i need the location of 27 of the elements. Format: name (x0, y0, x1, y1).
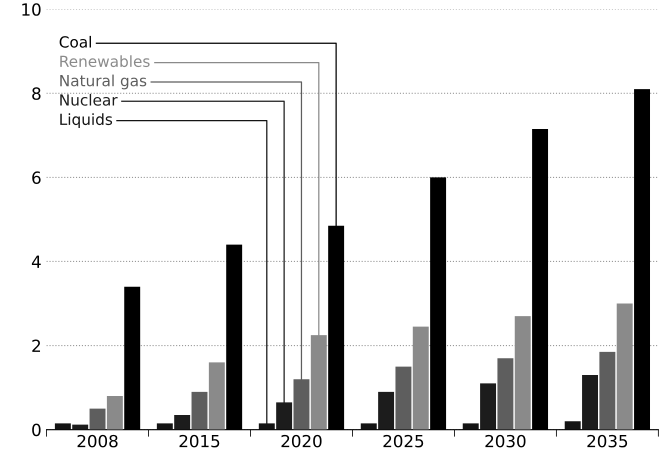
y-tick-label: 8 (32, 87, 41, 100)
text: Coal (60, 36, 91, 48)
x-tick-label: 2035 (587, 434, 628, 448)
y-tick-label: 0 (32, 424, 41, 436)
y-tick-label: 10 (22, 3, 41, 16)
x-tick-label: 2015 (180, 434, 220, 448)
y-tick-label: 6 (32, 171, 41, 184)
bar (514, 316, 531, 430)
bar (192, 392, 208, 430)
text: Natural gas (60, 74, 146, 90)
x-tick-label: 2020 (281, 434, 322, 448)
text: Renewables (60, 55, 150, 68)
bar (208, 362, 225, 430)
x-tick-label: 2025 (383, 434, 424, 448)
bar (599, 352, 616, 430)
y-tick-label: 2 (32, 340, 40, 352)
bar (106, 396, 123, 430)
x-tick-label: 2030 (485, 434, 526, 448)
text: Liquids (60, 113, 112, 128)
text: Nuclear (60, 94, 118, 106)
bar (395, 366, 412, 430)
bar (412, 326, 429, 430)
bar (90, 408, 106, 430)
x-tick-label: 2008 (78, 434, 118, 448)
y-tick-label: 4 (32, 256, 41, 268)
bar (497, 358, 514, 430)
bar (616, 304, 633, 430)
